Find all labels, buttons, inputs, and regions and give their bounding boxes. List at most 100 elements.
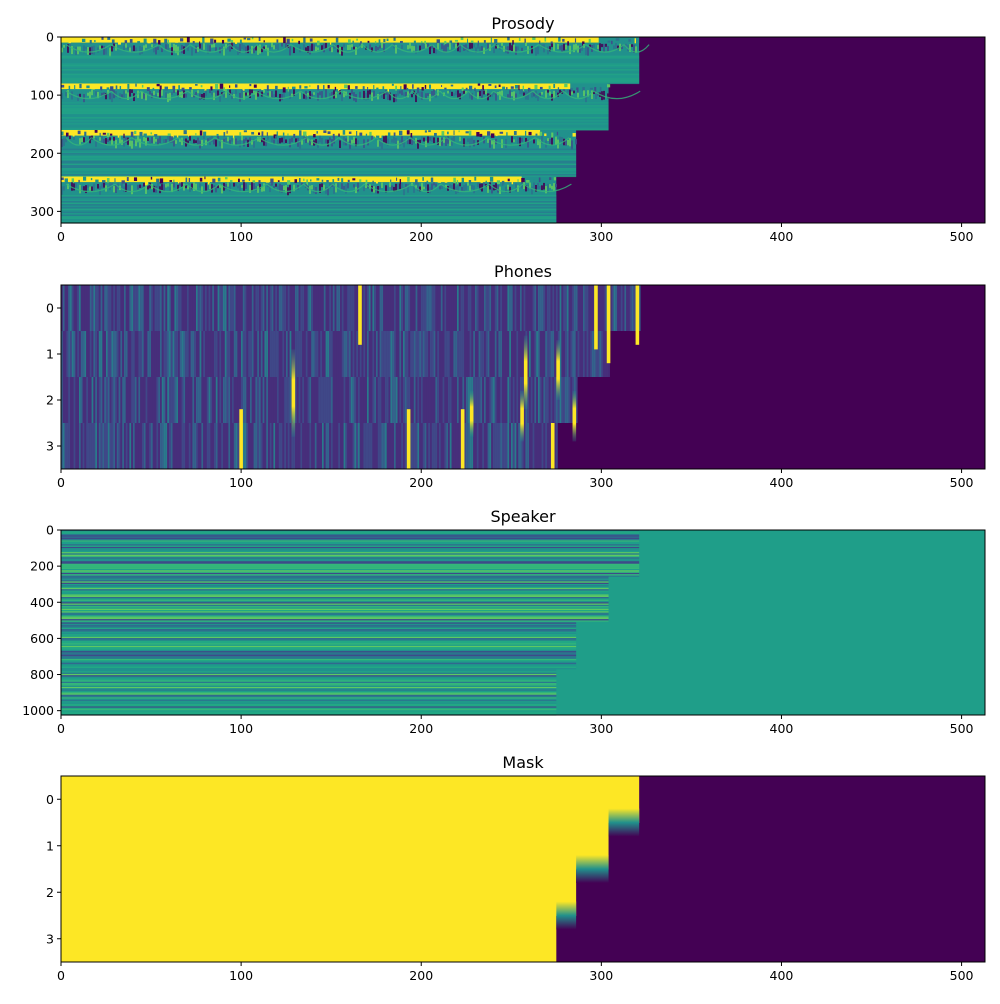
phone-column bbox=[232, 377, 234, 423]
phone-column bbox=[325, 423, 328, 469]
phone-column bbox=[539, 285, 542, 331]
texture bbox=[293, 46, 295, 54]
texture bbox=[195, 183, 197, 191]
phone-column bbox=[286, 331, 288, 377]
speckle bbox=[352, 40, 354, 46]
speckle bbox=[453, 177, 456, 184]
embedding-row bbox=[61, 575, 640, 577]
texture bbox=[259, 136, 261, 143]
phone-column bbox=[439, 331, 441, 377]
texture bbox=[173, 182, 175, 188]
phone-column bbox=[394, 423, 396, 469]
speckle bbox=[502, 86, 506, 92]
texture bbox=[337, 139, 339, 146]
y-tick-label: 2 bbox=[46, 885, 54, 900]
phone-column bbox=[302, 331, 304, 377]
phone-column bbox=[590, 285, 592, 331]
feature-row bbox=[61, 75, 640, 77]
texture bbox=[489, 140, 491, 148]
speckle bbox=[252, 180, 256, 184]
texture bbox=[301, 139, 303, 145]
texture bbox=[465, 139, 467, 147]
phone-column bbox=[502, 423, 504, 469]
phone-column bbox=[563, 285, 565, 331]
speckle bbox=[398, 130, 403, 136]
phone-column bbox=[511, 423, 513, 469]
embedding-row bbox=[61, 617, 609, 620]
phone-column bbox=[188, 331, 191, 377]
phone-column bbox=[440, 331, 443, 377]
phone-column bbox=[242, 285, 245, 331]
texture bbox=[419, 45, 421, 51]
texture bbox=[125, 43, 127, 48]
phone-column bbox=[323, 331, 326, 377]
texture bbox=[329, 46, 331, 52]
feature-row bbox=[61, 172, 577, 175]
phone-column bbox=[61, 423, 63, 469]
speckle bbox=[553, 83, 556, 89]
phone-column bbox=[179, 423, 182, 469]
texture bbox=[163, 184, 165, 192]
embedding-row bbox=[61, 586, 609, 588]
phone-column bbox=[514, 285, 517, 331]
texture bbox=[327, 92, 329, 100]
texture bbox=[89, 186, 91, 191]
phone-column bbox=[493, 331, 495, 377]
speckle bbox=[219, 83, 224, 89]
phone-column bbox=[217, 377, 220, 423]
texture bbox=[205, 46, 207, 49]
speckle bbox=[426, 180, 429, 184]
texture bbox=[213, 185, 215, 189]
phone-column bbox=[133, 423, 135, 469]
phone-column bbox=[419, 377, 421, 423]
phone-column bbox=[559, 377, 562, 423]
phone-column bbox=[412, 285, 414, 331]
texture bbox=[195, 92, 197, 95]
phone-column bbox=[116, 285, 119, 331]
phone-column bbox=[296, 285, 299, 331]
texture bbox=[425, 140, 427, 148]
phone-column bbox=[395, 377, 398, 423]
phone-column bbox=[631, 285, 634, 331]
texture bbox=[85, 46, 87, 50]
embedding-row bbox=[61, 604, 609, 607]
texture bbox=[161, 47, 163, 53]
phone-column bbox=[131, 285, 133, 331]
phone-column bbox=[475, 285, 477, 331]
texture bbox=[581, 45, 583, 51]
phone-column bbox=[233, 331, 236, 377]
phone-column bbox=[579, 285, 582, 331]
phone-column bbox=[327, 285, 330, 331]
phone-column bbox=[278, 423, 281, 469]
phone-column bbox=[131, 331, 133, 377]
phone-column bbox=[530, 423, 533, 469]
phone-column bbox=[354, 331, 357, 377]
speckle bbox=[525, 130, 527, 136]
phone-column bbox=[91, 423, 94, 469]
phone-column bbox=[530, 285, 533, 331]
speckle bbox=[460, 37, 464, 41]
phone-column bbox=[266, 423, 268, 469]
speckle bbox=[622, 40, 625, 44]
texture bbox=[369, 184, 371, 189]
phone-column bbox=[592, 285, 594, 331]
phone-column bbox=[322, 285, 324, 331]
texture bbox=[69, 90, 71, 95]
phone-column bbox=[379, 377, 382, 423]
texture bbox=[351, 89, 353, 95]
y-tick-label: 200 bbox=[30, 559, 54, 574]
texture bbox=[531, 138, 533, 147]
speckle bbox=[276, 39, 279, 43]
speckle bbox=[545, 180, 547, 187]
phone-column bbox=[165, 331, 168, 377]
texture bbox=[215, 139, 217, 147]
speckle bbox=[253, 84, 257, 88]
phone-column bbox=[296, 423, 299, 469]
feature-row bbox=[61, 120, 609, 122]
phone-column bbox=[349, 285, 351, 331]
texture bbox=[351, 44, 353, 48]
texture bbox=[511, 45, 513, 52]
speckle bbox=[628, 39, 631, 42]
phone-column bbox=[304, 285, 306, 331]
phone-column bbox=[593, 331, 596, 377]
